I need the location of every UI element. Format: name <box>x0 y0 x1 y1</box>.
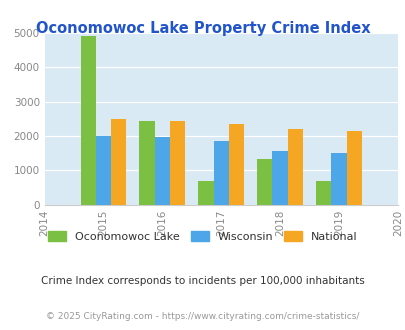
Bar <box>287 129 303 205</box>
Legend: Oconomowoc Lake, Wisconsin, National: Oconomowoc Lake, Wisconsin, National <box>44 227 361 246</box>
Bar <box>256 159 272 205</box>
Bar <box>346 131 361 205</box>
Bar <box>154 137 170 205</box>
Bar <box>213 142 228 205</box>
Bar <box>80 36 96 205</box>
Bar <box>111 119 126 205</box>
Bar <box>198 181 213 205</box>
Bar <box>315 181 330 205</box>
Text: Crime Index corresponds to incidents per 100,000 inhabitants: Crime Index corresponds to incidents per… <box>41 276 364 285</box>
Bar <box>170 120 185 205</box>
Text: Oconomowoc Lake Property Crime Index: Oconomowoc Lake Property Crime Index <box>36 21 369 36</box>
Bar <box>96 136 111 205</box>
Text: © 2025 CityRating.com - https://www.cityrating.com/crime-statistics/: © 2025 CityRating.com - https://www.city… <box>46 312 359 321</box>
Bar <box>330 153 346 205</box>
Bar <box>228 124 244 205</box>
Bar <box>272 151 287 205</box>
Bar <box>139 120 154 205</box>
